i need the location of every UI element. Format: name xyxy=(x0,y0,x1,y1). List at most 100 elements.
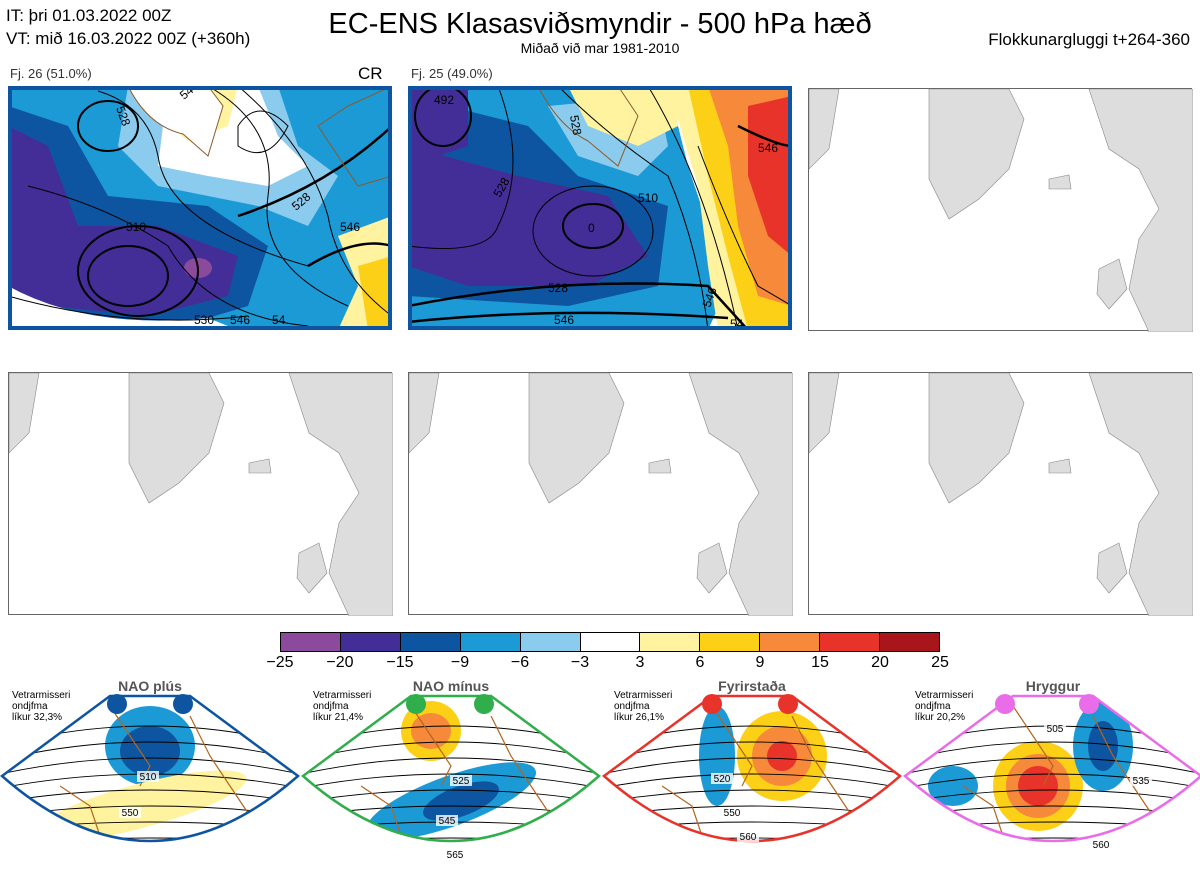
regime-frame xyxy=(8,86,392,330)
height-contour xyxy=(2,789,298,803)
height-contour xyxy=(303,837,599,841)
regime-map-2[interactable]: 525 545 565 xyxy=(301,676,601,871)
colorbar-swatch xyxy=(580,633,641,651)
cluster-map-1[interactable]: 510 528 546 546 530 528 546 54 xyxy=(8,86,392,330)
contour-label-bg xyxy=(137,771,159,782)
regime-title: NAO plús xyxy=(118,678,182,694)
cluster-map-1-svg: 510 528 546 546 530 528 546 54 xyxy=(8,86,392,330)
colorbar-tick-label: 9 xyxy=(755,654,765,671)
contour-label: 530 xyxy=(194,313,214,327)
height-contour xyxy=(27,185,309,327)
colorbar-tick-label: 6 xyxy=(695,654,705,671)
height-contour xyxy=(303,757,599,775)
landmask xyxy=(409,373,793,616)
height-contour-bold xyxy=(408,282,749,330)
contour-label-bg xyxy=(436,815,458,826)
height-contour xyxy=(237,86,392,317)
regime-map-1[interactable]: 510 550 xyxy=(0,676,300,871)
contour-label: 510 xyxy=(126,220,146,234)
contour-label-bg xyxy=(721,807,743,818)
anomaly-blob xyxy=(423,781,499,821)
anomaly-blob xyxy=(1088,721,1118,771)
anomaly-blob xyxy=(767,741,797,771)
contour-label: 0 xyxy=(588,221,595,235)
regime-note-line: líkur 26,1% xyxy=(614,712,665,723)
cluster-map-2[interactable]: 492 528 510 528 528 546 546 0 546 54 xyxy=(408,86,792,330)
contour-label: 528 xyxy=(113,104,133,128)
height-contour xyxy=(557,86,709,330)
colorbar-swatch xyxy=(640,633,701,651)
regime-map-3[interactable]: 520 550 560 xyxy=(602,676,902,871)
regime-map-4[interactable]: 505 535 560 xyxy=(903,676,1200,871)
contour-label: 546 xyxy=(230,313,250,327)
contour-label: 54 xyxy=(272,313,286,327)
height-contour-high xyxy=(237,110,289,154)
contour-label: 560 xyxy=(1093,840,1110,851)
empty-map-3 xyxy=(808,88,1193,332)
contour-label: 546 xyxy=(700,285,720,309)
height-contour xyxy=(303,789,599,803)
regime-fan-border xyxy=(0,694,300,843)
regime-note-line: ondjfma xyxy=(313,701,349,712)
contour-label: 528 xyxy=(567,114,584,136)
height-contour xyxy=(604,773,900,789)
height-contour-bold xyxy=(307,242,392,268)
init-time: IT: þri 01.03.2022 00Z xyxy=(6,6,172,25)
height-contour xyxy=(408,86,514,249)
height-contour-low xyxy=(532,185,654,277)
contour-label-bg xyxy=(737,831,759,842)
colorbar xyxy=(280,632,940,652)
greenland-outline xyxy=(537,86,639,167)
cluster-regime-tag-1: CR xyxy=(358,64,383,83)
regime-marker-dot xyxy=(778,694,798,714)
regime-title: Fyrirstaða xyxy=(718,678,786,694)
regime-marker-dot xyxy=(173,694,193,714)
regime-marker-dot xyxy=(406,694,426,714)
height-contour xyxy=(905,789,1200,803)
colorbar-tick-label: 25 xyxy=(931,654,949,671)
height-contour xyxy=(604,757,900,775)
contour-label: 560 xyxy=(740,832,757,843)
height-contour-bold xyxy=(237,125,392,218)
greenland-outline xyxy=(127,86,224,157)
contour-label-bg xyxy=(1090,839,1112,850)
contour-label: 510 xyxy=(638,191,658,205)
height-contour xyxy=(604,821,900,831)
regime-note: Vetrarmisseri ondjfma líkur 32,3% xyxy=(12,690,70,723)
colorbar-swatch xyxy=(460,633,521,651)
regime-note-line: Vetrarmisseri xyxy=(614,690,673,701)
regime-note-line: Vetrarmisseri xyxy=(313,690,372,701)
regime-title: Hryggur xyxy=(1025,678,1081,694)
header-left: IT: þri 01.03.2022 00Z VT: mið 16.03.202… xyxy=(6,4,250,50)
regime-marker-dot xyxy=(474,694,494,714)
regime-frame xyxy=(408,86,792,330)
regime-note-line: líkur 21,4% xyxy=(313,712,364,723)
height-contour xyxy=(303,741,599,761)
contour-label: 535 xyxy=(1133,776,1150,787)
contour-label: 550 xyxy=(724,808,741,819)
regime-note-line: líkur 32,3% xyxy=(12,712,63,723)
regime-fan-border xyxy=(301,694,601,843)
height-contour xyxy=(905,773,1200,789)
anomaly-blob xyxy=(1018,766,1058,806)
height-contour xyxy=(303,773,599,789)
contour-label-bg xyxy=(450,775,472,786)
regime-note: Vetrarmisseri ondjfma líkur 26,1% xyxy=(614,690,672,723)
regime-map-svg: 505 535 560 xyxy=(903,694,1200,851)
colorbar-swatch xyxy=(281,633,341,651)
regime-marker-dot xyxy=(995,694,1015,714)
regime-map-svg: 510 550 xyxy=(0,694,300,843)
anomaly-negative-strong xyxy=(408,146,648,286)
colorbar-tick-label: −6 xyxy=(510,654,530,671)
anomaly-negative-north xyxy=(408,86,468,166)
contour-label: 546 xyxy=(340,220,360,234)
regime-fan-border xyxy=(602,694,902,843)
coastline xyxy=(360,705,552,837)
height-contour xyxy=(604,741,900,761)
height-contour-low xyxy=(562,203,624,249)
contour-label: 546 xyxy=(758,141,778,155)
contour-label: 510 xyxy=(140,772,157,783)
landmask xyxy=(809,89,1193,332)
page-title: EC-ENS Klasasviðsmyndir - 500 hPa hæð xyxy=(328,8,872,40)
anomaly-neutral-south xyxy=(8,286,238,330)
